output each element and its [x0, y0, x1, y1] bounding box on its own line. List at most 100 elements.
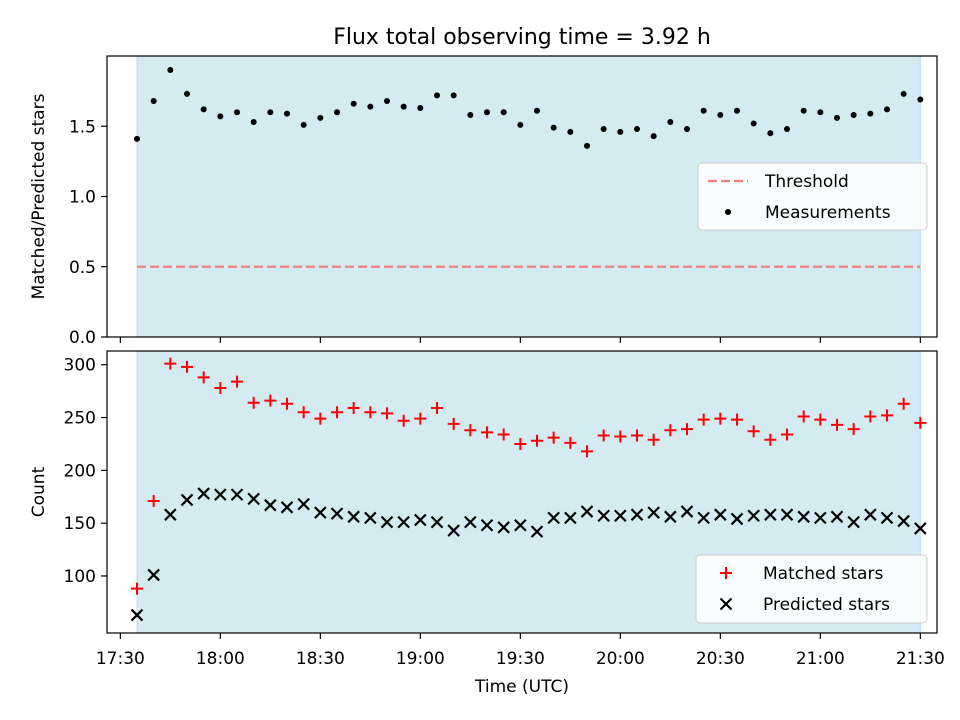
- measurement-point: [634, 126, 640, 133]
- matched-star-point: [481, 426, 493, 439]
- measurement-point: [600, 126, 607, 133]
- predicted-star-point: [764, 508, 777, 521]
- measurement-point: [650, 133, 657, 140]
- y-tick-label: 250: [64, 409, 96, 429]
- predicted-star-point: [530, 525, 544, 538]
- measurement-point: [667, 119, 674, 126]
- measurement-point: [484, 109, 490, 116]
- measurement-point: [434, 92, 440, 99]
- matched-star-point: [364, 406, 377, 419]
- predicted-star-point: [197, 487, 210, 500]
- matched-star-point: [714, 412, 727, 425]
- predicted-star-point: [730, 512, 744, 526]
- y-tick-label: 100: [64, 567, 96, 587]
- measurement-point: [750, 120, 757, 127]
- matched-star-point: [464, 424, 477, 437]
- matched-star-point: [764, 433, 777, 446]
- x-axis-label: Time (UTC): [474, 677, 569, 697]
- predicted-star-point: [380, 515, 394, 529]
- matched-star-point: [414, 412, 427, 425]
- matched-star-point: [681, 423, 693, 436]
- measurement-point: [900, 90, 907, 97]
- measurement-point: [400, 103, 407, 110]
- matched-star-point: [814, 413, 827, 426]
- measurement-point: [150, 97, 157, 104]
- matched-star-point: [314, 412, 327, 425]
- predicted-star-point: [647, 506, 660, 519]
- matched-star-point: [597, 429, 610, 442]
- matched-star-point: [614, 430, 627, 443]
- y-tick-label: 300: [64, 356, 96, 376]
- measurement-point: [800, 107, 807, 114]
- predicted-star-point: [564, 511, 577, 525]
- legend-box: [695, 554, 928, 624]
- matched-star-point: [131, 582, 143, 595]
- matched-star-point: [281, 397, 293, 410]
- matched-star-point: [797, 410, 810, 423]
- predicted-star-point: [614, 509, 627, 523]
- measurement-point: [267, 109, 274, 116]
- measurement-point: [167, 67, 174, 74]
- measurement-point: [550, 124, 557, 131]
- matched-star-point: [164, 357, 177, 370]
- predicted-star-point: [347, 510, 360, 524]
- measurement-point: [317, 114, 324, 121]
- measurement-point: [817, 109, 824, 116]
- y-axis-label: Count: [29, 466, 49, 517]
- predicted-star-point: [280, 501, 294, 514]
- predicted-star-point: [297, 497, 310, 511]
- matched-star-point: [264, 394, 277, 407]
- matched-star-point: [831, 418, 843, 431]
- measurement-point: [884, 106, 890, 113]
- top-panel-ratio: 0.0 0.5 1.0 1.5 Matched/Predicted stars Thres…: [29, 55, 938, 348]
- legend-label: Predicted stars: [763, 595, 890, 615]
- predicted-star-point: [147, 568, 160, 582]
- matched-star-point: [231, 375, 243, 388]
- measurement-point: [417, 104, 424, 111]
- measurement-point: [200, 106, 207, 113]
- matched-star-point: [447, 417, 460, 430]
- predicted-star-point: [397, 515, 410, 529]
- measurement-point: [850, 112, 857, 119]
- measurement-point: [234, 109, 240, 116]
- predicted-star-point: [847, 515, 860, 529]
- measurement-point: [734, 107, 740, 114]
- matched-star-point: [531, 434, 543, 447]
- matched-star-point: [881, 409, 893, 422]
- predicted-star-point: [130, 608, 144, 622]
- matched-star-point: [697, 413, 710, 426]
- predicted-star-point: [464, 515, 477, 529]
- y-tick-label: 200: [64, 461, 96, 481]
- y-tick-label: 0.5: [69, 258, 96, 278]
- matched-star-point: [731, 413, 743, 426]
- predicted-star-point: [330, 507, 344, 520]
- x-tick-label: 17:30: [96, 649, 145, 669]
- measurement-point: [784, 126, 790, 133]
- predicted-star-point: [897, 514, 910, 528]
- x-tick-label: 20:30: [696, 649, 745, 669]
- predicted-star-point: [547, 511, 560, 525]
- matched-star-point: [547, 431, 560, 444]
- matched-star-point: [664, 424, 677, 437]
- measurement-point: [450, 92, 457, 99]
- matched-star-point: [347, 402, 360, 415]
- predicted-star-point: [714, 508, 727, 521]
- y-axis-label: Matched/Predicted stars: [29, 93, 49, 299]
- matched-star-point: [381, 407, 393, 420]
- predicted-star-point: [747, 509, 760, 523]
- measurement-point: [184, 90, 190, 97]
- matched-star-point: [297, 406, 310, 419]
- matched-star-point: [331, 406, 343, 419]
- measurement-point: [517, 121, 524, 128]
- matched-star-point: [747, 425, 760, 438]
- matched-star-point: [514, 437, 527, 450]
- legend-label: Measurements: [765, 203, 891, 223]
- bottom-panel-counts: 100 150 200 250 300 17:30 18:00 18:30 19:00 19:30…: [29, 350, 945, 697]
- predicted-star-point: [447, 524, 460, 537]
- predicted-star-point: [514, 518, 527, 532]
- predicted-star-point: [780, 508, 794, 521]
- legend-label: Matched stars: [763, 564, 883, 584]
- predicted-star-point: [214, 488, 227, 501]
- predicted-star-point: [264, 498, 277, 512]
- matched-star-point: [247, 396, 260, 409]
